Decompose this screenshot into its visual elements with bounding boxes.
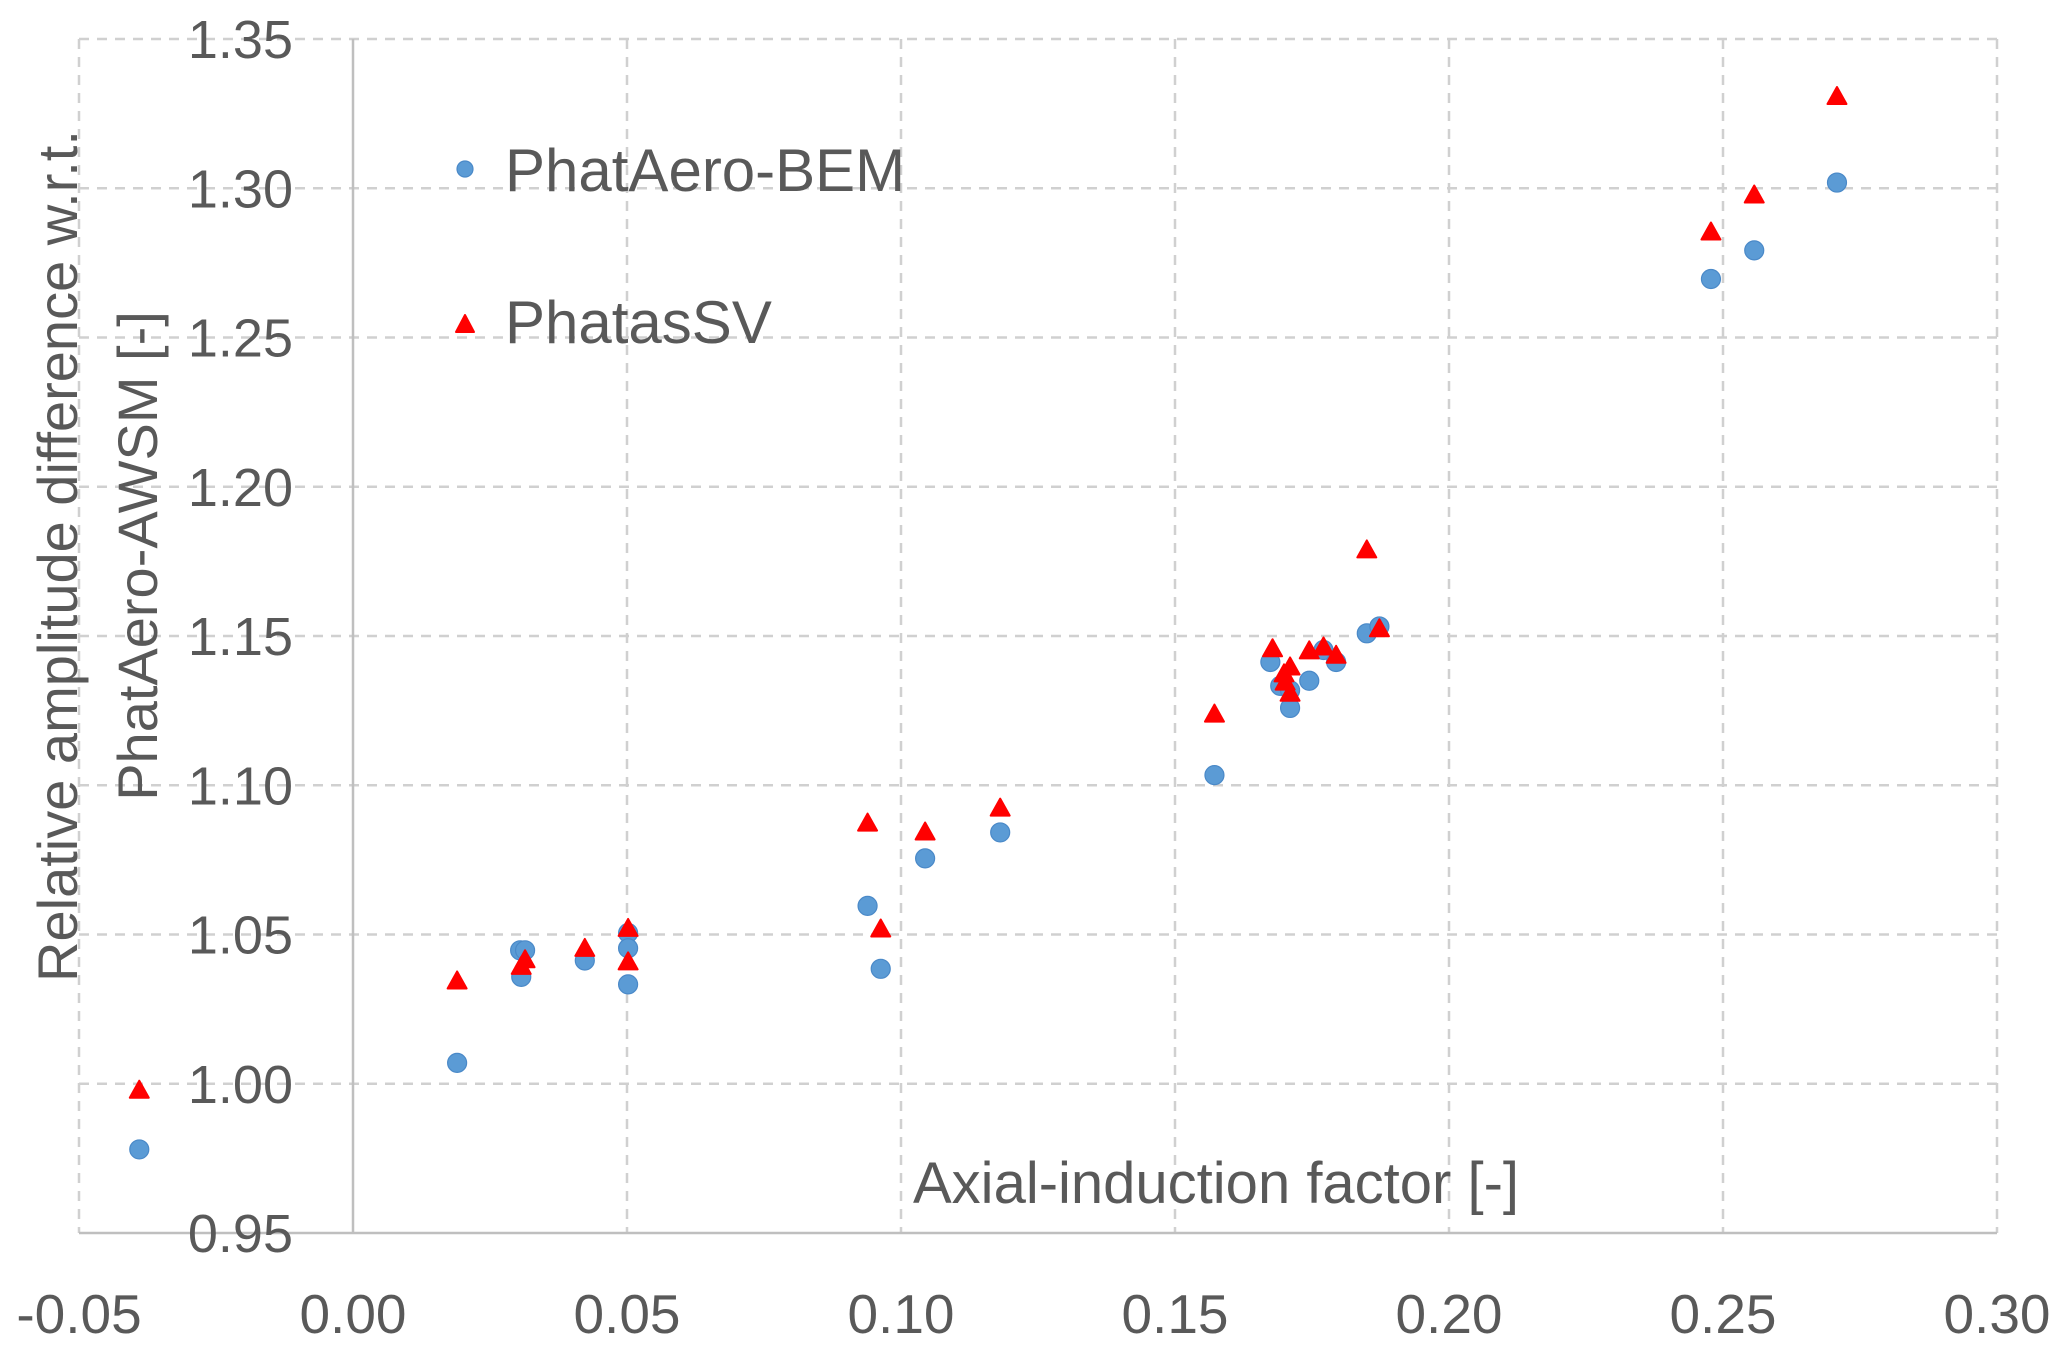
data-point-triangle: [1203, 703, 1225, 723]
data-point-triangle: [857, 812, 879, 832]
legend: PhatAero-BEM PhatasSV: [455, 137, 905, 356]
legend-triangle-marker-icon: [455, 314, 475, 333]
data-point-triangle: [446, 970, 468, 990]
data-point-circle: [990, 822, 1011, 843]
x-tick-label: 0.30: [1943, 1283, 2050, 1345]
legend-item-phataero-bem[interactable]: PhatAero-BEM: [456, 137, 905, 204]
x-tick-label: 0.15: [1121, 1283, 1228, 1345]
data-series: [128, 86, 1848, 1160]
y-tick-label: 1.20: [188, 458, 293, 518]
x-tick-label: 0.10: [847, 1283, 954, 1345]
data-point-triangle: [617, 951, 639, 971]
y-tick-label: 1.25: [188, 309, 293, 369]
data-point-circle: [1826, 172, 1848, 193]
data-point-triangle: [1826, 86, 1848, 106]
y-tick-labels: 0.95 1.00 1.05 1.10 1.15 1.20 1.25 1.30 1.35: [188, 10, 293, 1264]
y-tick-label: 1.35: [188, 10, 293, 70]
data-point-triangle: [128, 1079, 150, 1099]
data-point-triangle: [1262, 638, 1284, 658]
y-tick-label: 1.00: [188, 1055, 293, 1115]
data-point-triangle: [870, 918, 892, 938]
x-tick-label: -0.05: [16, 1283, 141, 1345]
series-phatassv: [128, 86, 1848, 1099]
x-tick-labels: -0.05 0.00 0.05 0.10 0.15 0.20 0.25 0.30: [16, 1283, 2050, 1345]
gridlines: [77, 37, 1999, 1233]
data-point-triangle: [914, 821, 936, 841]
legend-circle-marker-icon: [456, 160, 474, 178]
data-point-circle: [857, 895, 878, 916]
data-point-circle: [1204, 765, 1225, 786]
y-tick-label: 1.15: [188, 607, 293, 667]
x-tick-label: 0.00: [299, 1283, 406, 1345]
data-point-circle: [1299, 670, 1320, 691]
legend-label: PhatasSV: [505, 289, 772, 356]
data-point-circle: [617, 974, 639, 995]
data-point-triangle: [1279, 682, 1301, 702]
y-tick-label: 1.05: [188, 906, 293, 966]
axes: [79, 39, 1997, 1235]
data-point-triangle: [1325, 644, 1347, 664]
y-axis-title: Relative amplitude difference w.r.t. Pha…: [26, 130, 169, 982]
data-point-triangle: [1700, 221, 1722, 241]
y-axis-title-line-2: PhatAero-AWSM [-]: [106, 311, 169, 801]
data-point-triangle: [617, 917, 639, 937]
legend-label: PhatAero-BEM: [505, 137, 905, 204]
legend-item-phatassv[interactable]: PhatasSV: [455, 289, 772, 356]
y-axis-title-line-1: Relative amplitude difference w.r.t.: [26, 130, 89, 982]
y-tick-label: 0.95: [188, 1204, 293, 1264]
data-point-circle: [1744, 240, 1765, 261]
data-point-triangle: [1313, 636, 1335, 656]
data-point-circle: [870, 958, 891, 979]
x-tick-label: 0.20: [1395, 1283, 1502, 1345]
data-point-circle: [129, 1139, 150, 1160]
data-point-triangle: [574, 937, 596, 957]
data-point-triangle: [1743, 184, 1765, 204]
data-point-circle: [915, 848, 936, 869]
data-point-triangle: [1356, 539, 1378, 559]
data-point-triangle: [1368, 618, 1390, 638]
data-point-circle: [1700, 268, 1722, 290]
x-tick-label: 0.25: [1669, 1283, 1776, 1345]
data-point-triangle: [989, 797, 1011, 817]
data-point-triangle: [510, 955, 532, 975]
y-tick-label: 1.10: [188, 756, 293, 816]
y-tick-label: 1.30: [188, 159, 293, 219]
x-tick-label: 0.05: [573, 1283, 680, 1345]
series-phataero-bem: [129, 172, 1848, 1160]
x-axis-title: Axial-induction factor [-]: [913, 1151, 1519, 1216]
data-point-circle: [447, 1052, 468, 1073]
